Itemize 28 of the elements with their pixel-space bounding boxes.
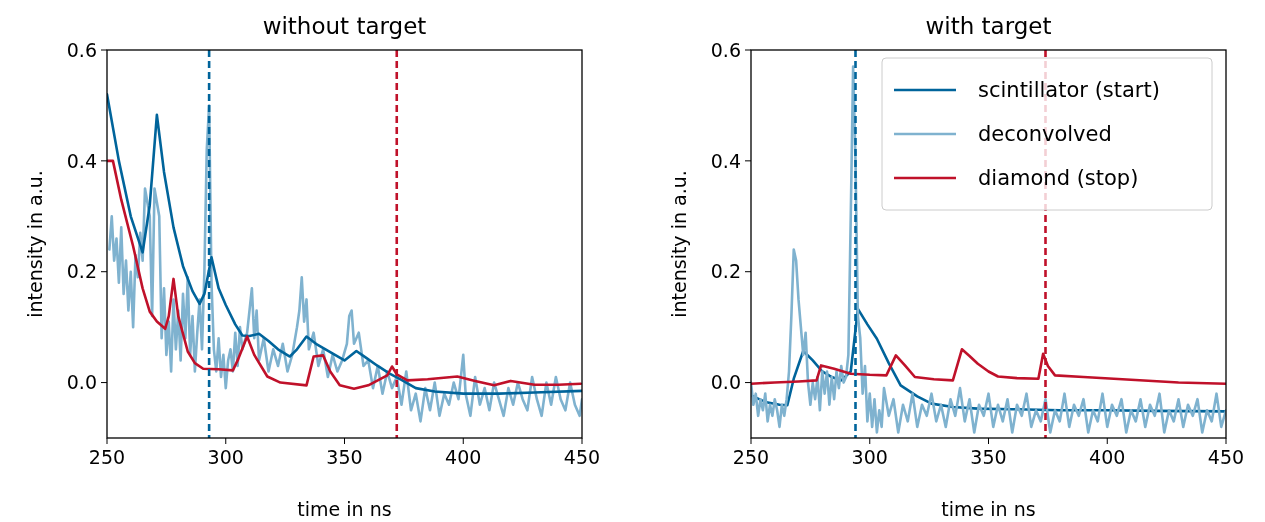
x-tick-label: 450 <box>563 446 601 468</box>
y-tick-label: 0.4 <box>710 149 741 172</box>
x-tick-label: 400 <box>1089 446 1126 468</box>
x-tick-label: 350 <box>326 446 363 468</box>
y-tick-label: 0.2 <box>710 260 741 283</box>
x-tick-label: 350 <box>970 446 1007 468</box>
x-tick-label: 300 <box>207 446 244 468</box>
y-tick-label: 0.6 <box>66 38 97 61</box>
chart-title: without target <box>262 13 427 39</box>
x-tick-label: 250 <box>88 446 126 468</box>
x-tick-label: 400 <box>445 446 482 468</box>
y-axis-title: intensity in a.u. <box>24 170 47 318</box>
legend-label: scintillator (start) <box>978 78 1160 103</box>
legend-label: deconvolved <box>978 122 1112 147</box>
legend-label: diamond (stop) <box>978 166 1139 191</box>
y-tick-label: 0.0 <box>66 371 97 394</box>
y-tick-label: 0.6 <box>710 38 741 61</box>
y-tick-label: 0.2 <box>66 260 97 283</box>
y-tick-label: 0.0 <box>710 371 741 394</box>
y-tick-label: 0.4 <box>66 149 97 172</box>
chart-title: with target <box>925 13 1052 39</box>
x-tick-label: 450 <box>1207 446 1245 468</box>
line-series <box>751 65 1226 434</box>
y-axis-title: intensity in a.u. <box>668 170 691 318</box>
x-axis-title: time in ns <box>941 498 1036 520</box>
x-axis-title: time in ns <box>297 498 392 520</box>
x-tick-label: 300 <box>851 446 888 468</box>
x-tick-label: 250 <box>732 446 770 468</box>
